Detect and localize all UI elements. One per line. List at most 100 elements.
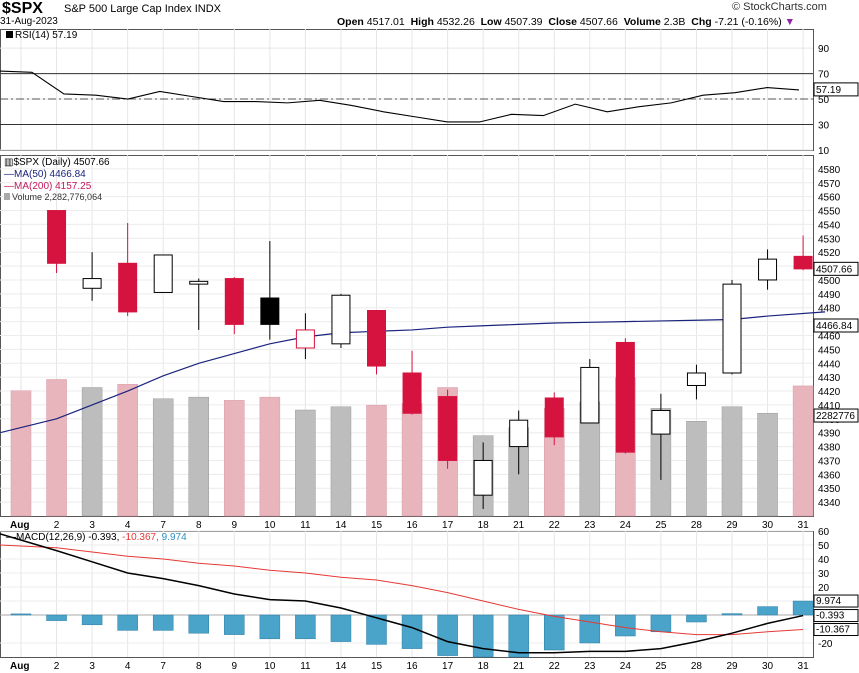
candle-body	[118, 262, 138, 313]
x-tick-label-macd: 28	[691, 661, 703, 672]
x-tick-label-price: 24	[620, 520, 632, 531]
volume-value: 2.3B	[663, 16, 686, 28]
price-tick-label: 4420	[818, 387, 841, 398]
price-tick-label: 4370	[818, 456, 841, 467]
macd-histogram-bar	[117, 614, 138, 631]
high-value: 4532.26	[436, 16, 475, 28]
volume-bar	[81, 387, 103, 517]
x-tick-label-macd: 31	[798, 661, 810, 672]
x-tick-label-macd: 8	[196, 661, 202, 672]
candle-body	[189, 280, 209, 285]
macd-histogram-bar	[757, 606, 778, 616]
volume-bar	[401, 403, 423, 517]
price-tick-label: 4460	[818, 332, 841, 343]
volume-icon	[4, 193, 10, 200]
price-tick-label: 4520	[818, 248, 841, 259]
x-tick-label-price: 7	[160, 520, 166, 531]
macd-histogram-bar	[615, 614, 636, 637]
volume-bar	[686, 420, 707, 517]
macd-histogram-bar	[508, 614, 529, 658]
x-tick-label-macd: 25	[655, 661, 667, 672]
price-tick-label: 4550	[818, 207, 841, 218]
chart-company-name: S&P 500 Large Cap Index INDX	[64, 3, 221, 15]
candle-body	[580, 366, 600, 424]
volume-bar	[117, 384, 138, 517]
candle-body	[260, 297, 280, 325]
ohlc-summary: Open 4517.01 High 4532.26 Low 4507.39 Cl…	[337, 16, 795, 28]
price-tick-label: 4480	[818, 304, 841, 315]
macd-signal-line	[0, 544, 804, 636]
signal-legend-text: -10.367,	[122, 532, 159, 543]
volume-label: Volume	[623, 16, 661, 28]
histogram-last-value-box	[813, 594, 859, 608]
x-tick-label-macd: 24	[620, 661, 632, 672]
price-tick-label: 4350	[818, 484, 841, 495]
ma50-line	[0, 311, 826, 434]
macd-histogram-bar	[46, 614, 67, 621]
x-tick-label-macd: 18	[478, 661, 490, 672]
x-tick-label-price: 31	[798, 520, 810, 531]
candle-icon: ▥	[4, 157, 14, 168]
x-tick-label-price: 25	[655, 520, 667, 531]
ma200-legend-text: MA(200) 4157.25	[14, 181, 92, 192]
x-tick-label-macd: 3	[89, 661, 95, 672]
low-value: 4507.39	[504, 16, 543, 28]
macd-histogram-bar	[437, 614, 458, 656]
x-tick-label-macd: 10	[264, 661, 276, 672]
macd-histogram-bar	[10, 613, 32, 616]
x-tick-label-macd: 16	[406, 661, 418, 672]
macd-histogram-bar	[259, 614, 281, 640]
macd-tick-label: 60	[818, 527, 830, 538]
rsi-line	[0, 70, 800, 123]
volume-last-value: 2282776	[816, 411, 855, 422]
x-tick-label-price: 21	[513, 520, 525, 531]
volume-bar	[10, 390, 32, 517]
chg-label: Chg	[691, 16, 712, 28]
price-tick-label: 4580	[818, 165, 841, 176]
macd-tick-label: 40	[818, 555, 830, 566]
open-label: Open	[337, 16, 364, 28]
macd-line	[0, 533, 804, 654]
price-legend: ▥$SPX (Daily) 4507.66	[4, 157, 110, 168]
macd-histogram-bar	[792, 600, 814, 616]
x-tick-label-macd: 17	[442, 661, 454, 672]
volume-bar	[259, 396, 281, 517]
signal-last-value-box	[813, 623, 859, 637]
macd-histogram-bar	[152, 614, 174, 631]
price-tick-label: 4490	[818, 290, 841, 301]
x-tick-label-macd: 23	[584, 661, 596, 672]
signal-last-value: -10.367	[816, 625, 850, 636]
x-tick-label-price: 4	[125, 520, 131, 531]
x-tick-label-price: 9	[232, 520, 238, 531]
x-tick-label-price: 14	[335, 520, 347, 531]
macd-histogram-bar	[401, 614, 423, 649]
legend-marker-icon	[6, 31, 13, 38]
low-label: Low	[480, 16, 502, 28]
candle-body	[473, 459, 493, 496]
rsi-last-value: 57.19	[816, 85, 841, 96]
macd-histogram-bar	[544, 614, 565, 651]
x-tick-label-macd: 22	[549, 661, 561, 672]
rsi-legend: RSI(14) 57.19	[6, 30, 77, 41]
x-tick-label-price: 16	[406, 520, 418, 531]
rsi-legend-text: RSI(14) 57.19	[15, 30, 78, 41]
macd-histogram-bar	[472, 614, 494, 658]
volume-bar	[330, 406, 352, 517]
x-tick-label-macd: 29	[726, 661, 738, 672]
x-tick-label-macd: 7	[160, 661, 166, 672]
x-tick-label-price: 22	[549, 520, 561, 531]
volume-bar	[757, 412, 778, 517]
x-tick-label-price: 17	[442, 520, 454, 531]
volume-last-value-box	[813, 408, 859, 423]
x-tick-label-price: 11	[300, 520, 311, 531]
source-credit: © StockCharts.com	[732, 1, 827, 13]
volume-legend: Volume 2,282,776,064	[4, 192, 102, 202]
macd-tick-label: -20	[818, 639, 833, 650]
candle-body	[47, 210, 67, 264]
rsi-last-value-box	[813, 82, 859, 97]
x-tick-label-macd: 21	[513, 661, 525, 672]
ma50-last-value-box	[813, 318, 859, 333]
candle-body	[651, 409, 671, 435]
price-tick-label: 4540	[818, 220, 841, 231]
